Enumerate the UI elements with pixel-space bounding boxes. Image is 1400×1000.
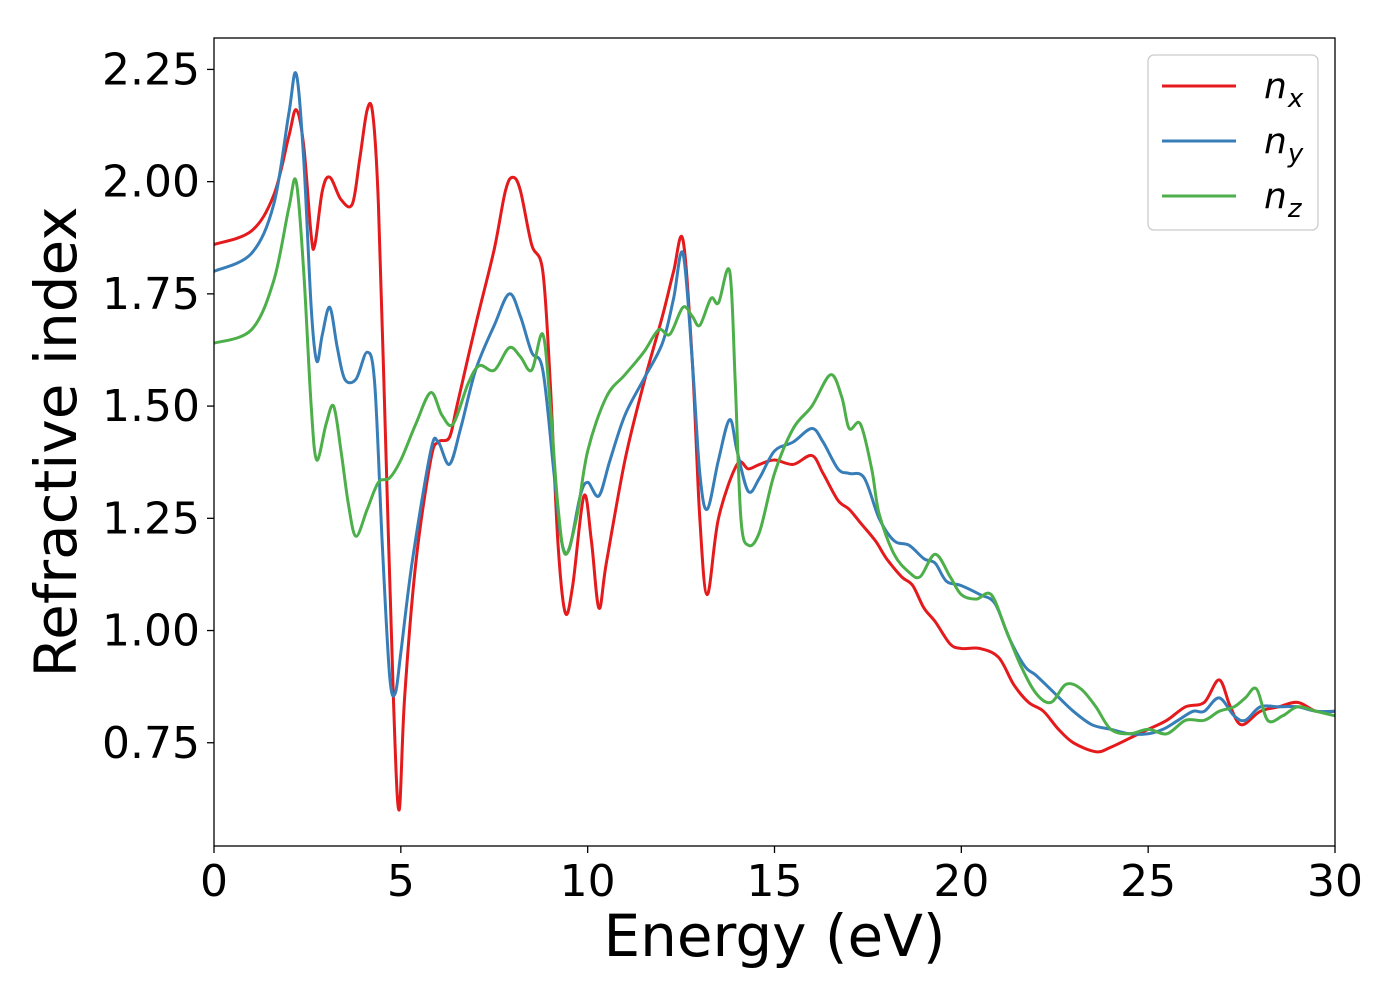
y-axis: 0.75 1.00 1.25 1.50 1.75 2.00 2.25 — [102, 44, 214, 769]
series-line-y — [214, 71, 1335, 736]
x-tick-label: 25 — [1120, 856, 1176, 907]
series-line-x — [214, 101, 1335, 812]
series-line-z — [214, 177, 1335, 736]
y-tick-label: 1.25 — [102, 493, 200, 544]
y-tick-label: 2.25 — [102, 44, 200, 95]
y-tick-label: 0.75 — [102, 718, 200, 769]
x-axis-label: Energy (eV) — [603, 902, 945, 970]
x-tick-label: 5 — [387, 856, 415, 907]
y-axis-label: Refractive index — [22, 206, 90, 677]
x-tick-label: 30 — [1307, 856, 1363, 907]
y-tick-label: 1.50 — [102, 381, 200, 432]
x-axis: 0 5 10 15 20 25 30 — [200, 846, 1363, 907]
series-layer — [214, 71, 1335, 812]
x-tick-label: 15 — [747, 856, 803, 907]
x-tick-label: 20 — [933, 856, 989, 907]
y-tick-label: 2.00 — [102, 157, 200, 208]
x-tick-label: 10 — [560, 856, 616, 907]
y-tick-label: 1.00 — [102, 606, 200, 657]
x-tick-label: 0 — [200, 856, 228, 907]
y-tick-label: 1.75 — [102, 269, 200, 320]
